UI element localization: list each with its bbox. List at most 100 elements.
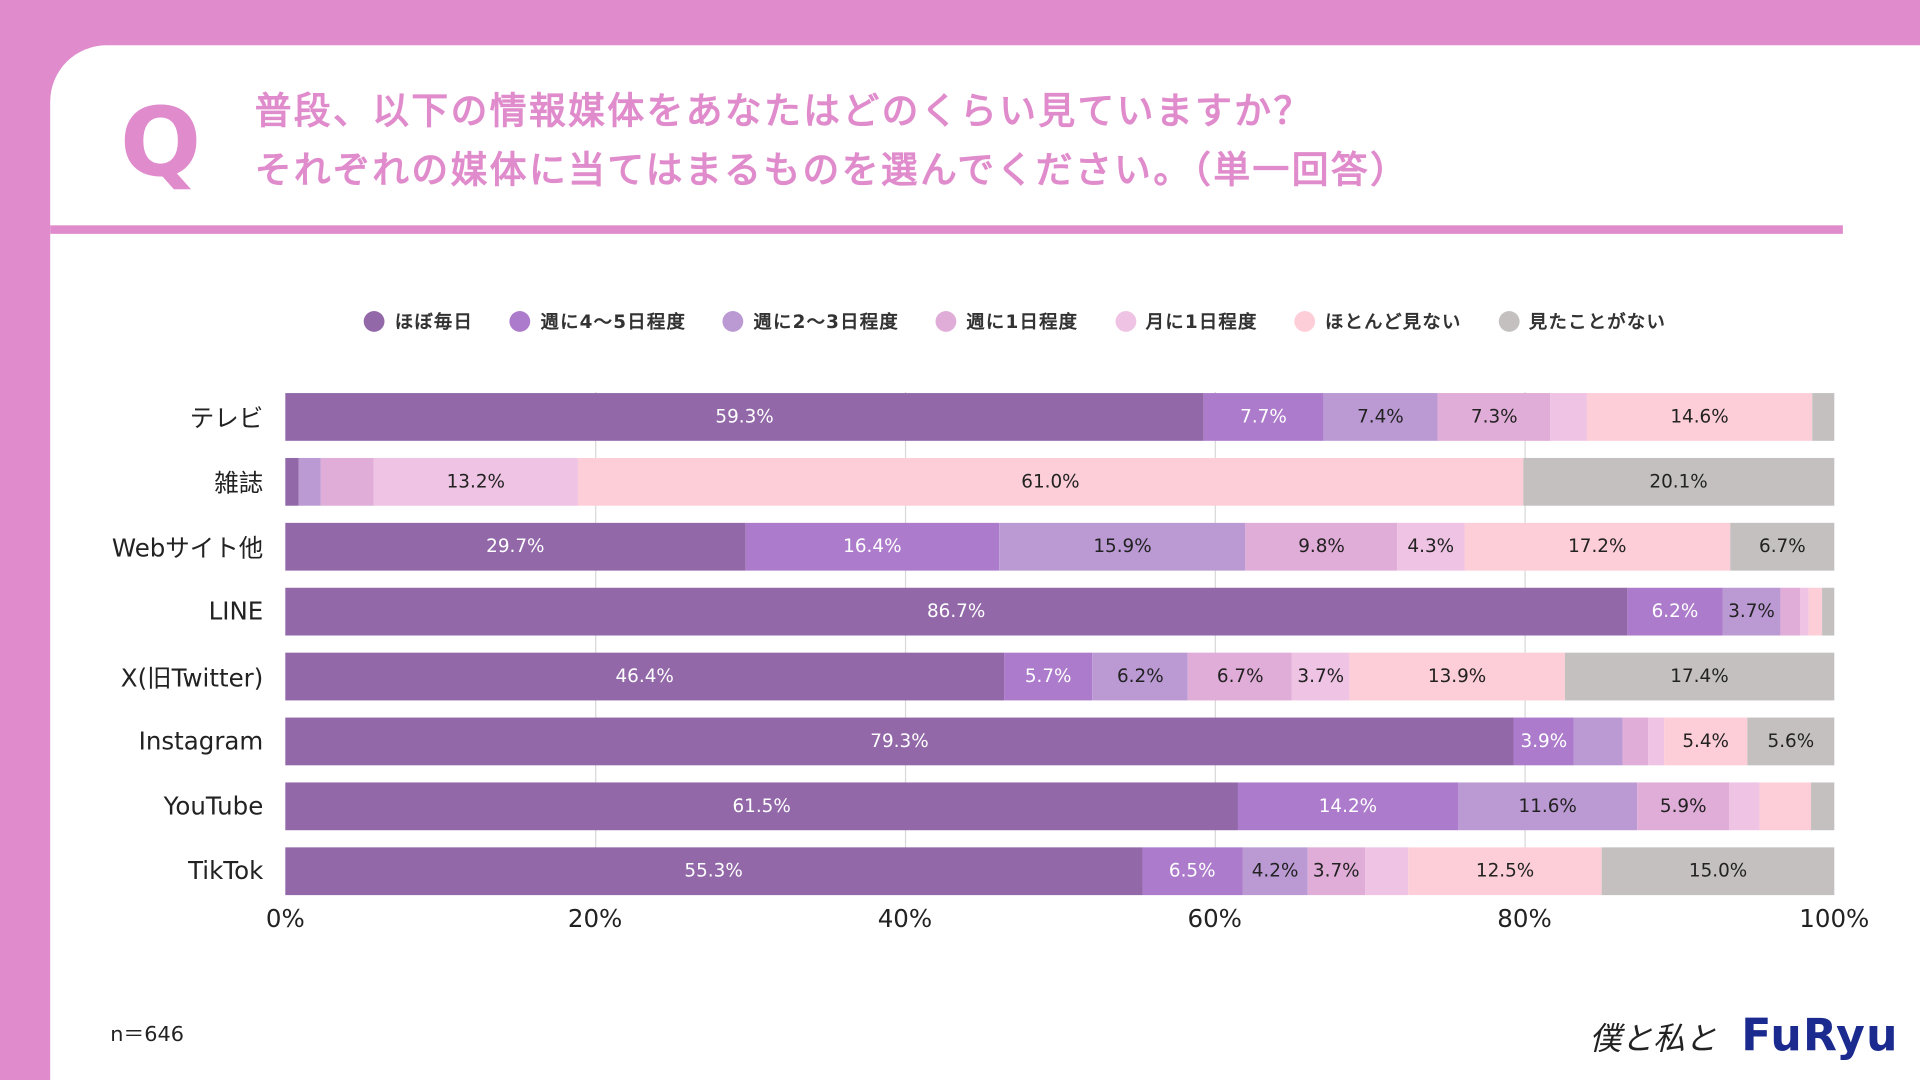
data-label: 14.2% [1318, 794, 1378, 817]
bar-segment: 15.0% [1601, 846, 1835, 895]
data-label: 46.4% [615, 664, 674, 687]
legend-swatch [722, 311, 744, 332]
data-label: 12.5% [1475, 859, 1535, 882]
bar-segment [1728, 781, 1760, 830]
bar-segment: 12.5% [1408, 846, 1602, 895]
bar-segment: 3.7% [1292, 652, 1350, 700]
data-label: 15.9% [1093, 535, 1152, 558]
data-label: 20.1% [1649, 470, 1708, 493]
bar-segment [285, 457, 300, 506]
legend-label: 月に1日程度 [1145, 311, 1258, 334]
data-label: 17.2% [1568, 535, 1627, 558]
data-label: 55.3% [684, 859, 743, 882]
legend-item: ほとんど見ない [1294, 309, 1461, 335]
data-label: 6.2% [1651, 600, 1699, 623]
bar-segment: 13.9% [1349, 652, 1565, 700]
data-label: 59.3% [715, 405, 774, 428]
bar-row: 29.7% 16.4% 15.9% 9.8% 4.3% 17.2% 6.7% [285, 522, 1835, 571]
data-label: 61.5% [732, 794, 791, 817]
legend-swatch [1498, 311, 1520, 332]
bar-segment [1821, 587, 1835, 635]
data-label: 15.0% [1688, 859, 1748, 882]
x-tick-label: 20% [567, 903, 623, 934]
data-label: 61.0% [1021, 470, 1080, 493]
gridline [1214, 391, 1216, 894]
bar-segment [1622, 716, 1649, 765]
bar-segment [1364, 846, 1409, 895]
legend-item: 週に1日程度 [935, 309, 1079, 335]
data-label: 7.4% [1357, 405, 1404, 428]
data-label: 13.2% [446, 470, 505, 493]
bar-segment: 17.4% [1564, 652, 1835, 700]
category-label: LINE [208, 596, 264, 626]
data-label: 5.7% [1024, 664, 1072, 687]
x-tick-label: 40% [877, 903, 933, 934]
bar-row: 86.7% 6.2% 3.7% [285, 587, 1835, 635]
bar-segment: 3.7% [1722, 587, 1781, 635]
bar-segment [1812, 392, 1835, 441]
bar-segment: 5.9% [1637, 781, 1729, 830]
data-label: 3.7% [1728, 600, 1775, 623]
bar-segment: 7.3% [1437, 392, 1551, 441]
bar-segment: 6.2% [1626, 587, 1723, 635]
legend-item: ほぼ毎日 [364, 309, 473, 335]
bar-segment [299, 457, 321, 506]
legend-swatch [364, 311, 385, 332]
data-label: 5.6% [1767, 729, 1815, 752]
bar-segment: 6.7% [1730, 522, 1835, 571]
bar-segment: 16.4% [745, 522, 1000, 571]
legend-label: 週に1日程度 [966, 311, 1079, 334]
bar-segment: 14.2% [1237, 781, 1458, 830]
question-title: 普段、以下の情報媒体をあなたはどのくらい見ていますか？ それぞれの媒体に当てはま… [255, 83, 1410, 201]
handwritten-logo: 僕と私と [1589, 1021, 1717, 1058]
bar-segment: 61.0% [578, 457, 1523, 506]
category-label: X(旧Twitter) [120, 663, 264, 693]
data-label: 7.7% [1240, 405, 1287, 428]
bar-segment: 29.7% [285, 522, 746, 571]
data-label: 14.6% [1670, 405, 1729, 428]
legend-label: ほぼ毎日 [394, 311, 474, 334]
data-label: 6.5% [1168, 859, 1216, 882]
legend-item: 週に2～3日程度 [722, 309, 899, 335]
title-line-1: 普段、以下の情報媒体をあなたはどのくらい見ていますか？ [254, 90, 1313, 134]
data-label: 3.9% [1520, 729, 1568, 752]
furyu-logo: FuRyu [1741, 1011, 1899, 1062]
data-label: 13.9% [1427, 664, 1487, 687]
gridline [595, 391, 597, 894]
data-label: 17.4% [1670, 664, 1729, 687]
legend-swatch [1294, 311, 1316, 332]
legend-label: 週に2～3日程度 [753, 311, 899, 334]
bar-segment: 59.3% [285, 392, 1204, 441]
bar-segment [1550, 392, 1587, 441]
bar-segment [1811, 781, 1835, 830]
data-label: 86.7% [926, 600, 986, 623]
data-label: 3.7% [1312, 859, 1360, 882]
category-label: Webサイト他 [111, 533, 264, 563]
bar-segment: 61.5% [285, 781, 1238, 830]
legend-label: ほとんど見ない [1324, 311, 1462, 334]
data-label: 5.4% [1682, 729, 1730, 752]
data-label: 4.2% [1251, 859, 1299, 882]
sample-size: n＝646 [110, 1022, 184, 1047]
data-label: 16.4% [843, 535, 902, 558]
x-tick-label: 0% [265, 903, 305, 934]
legend-item: 月に1日程度 [1115, 309, 1258, 335]
bar-segment: 5.6% [1747, 716, 1835, 765]
x-tick-label: 100% [1799, 903, 1870, 934]
bar-segment [1780, 587, 1801, 635]
gridline [1524, 391, 1526, 894]
bar-segment: 13.2% [373, 457, 579, 506]
bar-row: 55.3% 6.5% 4.2% 3.7% 12.5% 15.0% [285, 846, 1835, 895]
x-tick-label: 60% [1187, 903, 1242, 934]
bar-row: 79.3% 3.9% 5.4% 5.6% [285, 716, 1835, 765]
bar-segment: 15.9% [999, 522, 1246, 571]
title-line-2: それぞれの媒体に当てはまるものを選んでください。（単一回答） [254, 149, 1410, 193]
category-label: YouTube [163, 791, 264, 821]
legend-swatch [509, 311, 531, 332]
bar-segment: 5.4% [1663, 716, 1748, 765]
category-label: テレビ [189, 403, 264, 433]
bar-segment: 4.3% [1397, 522, 1465, 571]
bar-segment: 46.4% [285, 652, 1005, 700]
bar-segment: 6.7% [1188, 652, 1293, 700]
